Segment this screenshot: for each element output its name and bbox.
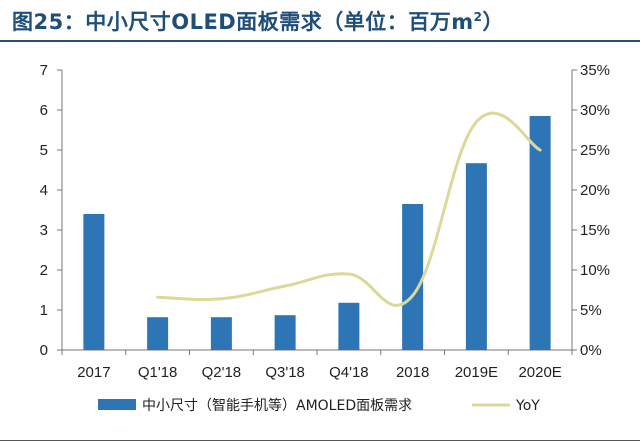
x-axis-ticks: 2017 Q1'18 Q2'18 Q3'18 Q4'18 2018 2019E 2020E (61, 350, 573, 381)
bar (83, 214, 105, 350)
right-axis-ticks: 0% 5% 10% 15% 20% 25% 30% 35% (572, 62, 610, 359)
bar (210, 317, 232, 350)
left-axis-tick-label: 4 (40, 182, 48, 199)
left-axis-tick-label: 3 (40, 222, 48, 239)
left-axis-tick-label: 5 (40, 142, 48, 159)
left-axis-ticks: 0 1 2 3 4 5 6 7 (40, 62, 62, 359)
left-axis-tick-label: 2 (40, 262, 48, 279)
x-axis-tick-label: Q4'18 (329, 364, 369, 381)
legend-bar-label: 中小尺寸（智能手机等）AMOLED面板需求 (142, 397, 412, 414)
right-axis-tick-label: 10% (580, 262, 610, 279)
title-rule (0, 40, 640, 42)
x-axis-tick-label: 2020E (518, 364, 561, 381)
bar (465, 163, 487, 350)
legend-bar-swatch (98, 399, 136, 410)
bar (147, 317, 169, 350)
right-axis-tick-label: 0% (580, 342, 602, 359)
left-axis-tick-label: 7 (40, 62, 48, 79)
left-axis-tick-label: 6 (40, 102, 48, 119)
yoy-point (475, 120, 478, 124)
yoy-line-series (156, 111, 542, 307)
bar (274, 315, 296, 350)
x-axis-tick-label: Q2'18 (202, 364, 242, 381)
yoy-point (411, 294, 414, 297)
yoy-point (283, 284, 287, 288)
legend-line-label: YoY (515, 398, 540, 414)
right-axis-tick-label: 5% (580, 302, 602, 319)
left-axis-tick-label: 0 (40, 342, 48, 359)
yoy-point (538, 148, 542, 152)
title-bar: 图25：中小尺寸OLED面板需求（单位：百万m2） (0, 0, 640, 40)
chart-title-text: 图25：中小尺寸OLED面板需求（单位：百万m (12, 10, 474, 34)
bar (529, 116, 551, 350)
bottom-rule (0, 440, 640, 441)
right-axis-tick-label: 15% (580, 222, 610, 239)
right-axis-tick-label: 30% (580, 102, 610, 119)
x-axis-tick-label: 2018 (396, 364, 429, 381)
right-axis-tick-label: 25% (580, 142, 610, 159)
x-axis-tick-label: 2017 (77, 364, 110, 381)
left-axis-tick-label: 1 (40, 302, 48, 319)
chart-title-close: ） (482, 10, 504, 34)
yoy-point (347, 272, 351, 276)
bar-series (83, 116, 551, 350)
right-axis-tick-label: 20% (580, 182, 610, 199)
chart-title-superscript: 2 (473, 10, 483, 24)
yoy-point (156, 296, 159, 299)
bar (338, 302, 360, 350)
right-axis-tick-label: 35% (580, 62, 610, 79)
x-axis-tick-label: Q1'18 (138, 364, 178, 381)
x-axis-tick-label: Q3'18 (265, 364, 305, 381)
yoy-point (220, 297, 223, 300)
chart-title: 图25：中小尺寸OLED面板需求（单位：百万m2） (12, 6, 504, 36)
x-axis-tick-label: 2019E (455, 364, 498, 381)
legend: 中小尺寸（智能手机等）AMOLED面板需求 YoY (98, 397, 540, 414)
bar (402, 204, 424, 350)
